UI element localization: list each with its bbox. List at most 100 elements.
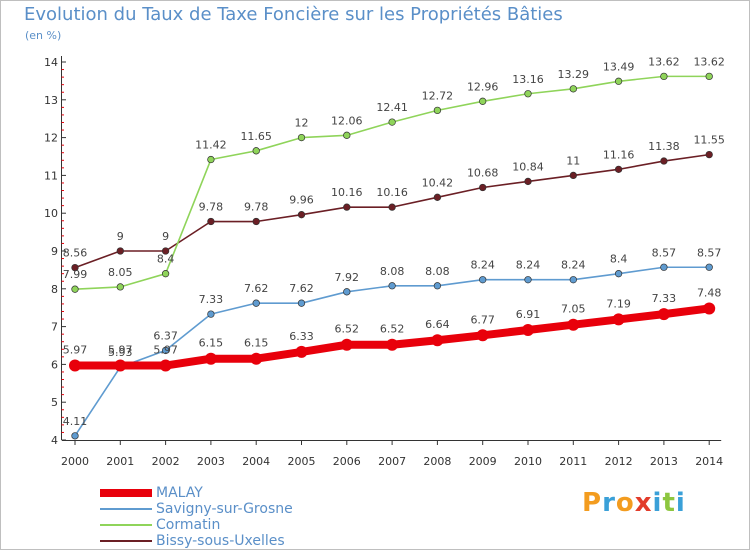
- y-tick-label: 7: [51, 321, 58, 334]
- data-label: 8.05: [108, 266, 133, 279]
- data-label: 8.08: [425, 265, 450, 278]
- y-tick-label: 12: [44, 132, 58, 145]
- x-tick-label: 2001: [106, 455, 134, 468]
- data-label: 10.68: [467, 166, 499, 179]
- x-tick-label: 2011: [559, 455, 587, 468]
- x-tick-label: 2013: [650, 455, 678, 468]
- x-tick-label: 2006: [333, 455, 361, 468]
- data-label: 9.78: [199, 201, 224, 214]
- data-point: [161, 270, 170, 278]
- legend-swatch: [100, 524, 152, 526]
- legend-item: Bissy-sous-Uxelles: [100, 533, 293, 549]
- data-point: [116, 247, 124, 255]
- data-point: [660, 263, 668, 271]
- data-label: 8.4: [610, 253, 628, 266]
- x-tick-label: 2010: [514, 455, 542, 468]
- data-point: [431, 334, 444, 347]
- data-point: [476, 329, 489, 342]
- data-point: [567, 318, 580, 331]
- x-tick-label: 2000: [61, 455, 89, 468]
- data-label: 9: [162, 230, 169, 243]
- data-label: 11.16: [603, 148, 635, 161]
- x-tick-label: 2012: [605, 455, 633, 468]
- unit-label: (en %): [25, 29, 62, 42]
- data-label: 7.99: [63, 268, 88, 281]
- data-label: 7.48: [697, 286, 722, 299]
- legend-swatch: [100, 540, 152, 542]
- data-label: 5.97: [63, 344, 88, 357]
- data-label: 6.52: [335, 323, 360, 336]
- x-tick-label: 2004: [242, 455, 270, 468]
- data-point: [522, 324, 534, 337]
- legend-label: Cormatin: [156, 517, 221, 533]
- x-tick-label: 2003: [197, 455, 225, 468]
- data-point: [159, 359, 172, 372]
- data-label: 6.91: [516, 308, 541, 321]
- x-tick-label: 2005: [288, 455, 316, 468]
- data-point: [207, 217, 215, 226]
- data-point: [297, 211, 306, 219]
- data-point: [71, 285, 79, 293]
- x-tick-label: 2007: [378, 455, 406, 468]
- data-point: [612, 313, 625, 326]
- y-tick-label: 13: [44, 94, 58, 107]
- data-point: [388, 282, 396, 290]
- data-label: 12: [295, 117, 309, 130]
- data-label: 4.11: [63, 415, 88, 428]
- data-label: 12.06: [331, 114, 363, 127]
- data-label: 10.84: [512, 160, 544, 173]
- data-point: [705, 150, 713, 159]
- data-label: 7.62: [289, 282, 314, 295]
- x-tick-label: 2008: [423, 455, 451, 468]
- legend-item: Savigny-sur-Grosne: [100, 501, 293, 517]
- data-point: [479, 97, 487, 105]
- data-label: 6.64: [425, 318, 450, 331]
- data-label: 5.97: [153, 344, 178, 357]
- x-tick-label: 2002: [152, 455, 180, 468]
- logo-letter: r: [602, 488, 616, 518]
- logo-letter: t: [662, 488, 676, 518]
- data-label: 11.55: [693, 134, 725, 147]
- data-point: [660, 72, 668, 81]
- data-point: [388, 118, 396, 126]
- logo-letter: i: [675, 488, 686, 518]
- data-label: 11: [566, 154, 580, 167]
- data-point: [252, 299, 260, 307]
- data-label: 8.24: [516, 259, 541, 272]
- data-label: 12.96: [467, 80, 499, 93]
- data-point: [614, 77, 623, 85]
- logo-letter: P: [582, 488, 603, 518]
- x-tick-label: 2009: [469, 455, 497, 468]
- data-label: 7.05: [561, 303, 586, 316]
- legend-label: MALAY: [156, 485, 203, 501]
- proxiti-logo: Proxiti: [582, 488, 686, 518]
- data-label: 8.4: [157, 253, 175, 266]
- data-point: [433, 282, 442, 290]
- data-label: 8.08: [380, 265, 405, 278]
- data-label: 7.19: [606, 297, 631, 310]
- data-point: [657, 308, 670, 321]
- data-label: 10.16: [376, 186, 408, 199]
- legend-label: Bissy-sous-Uxelles: [156, 533, 285, 549]
- data-label: 9: [117, 230, 124, 243]
- data-point: [252, 147, 260, 155]
- series-line-bissy-sous-uxelles: [74, 153, 711, 269]
- data-point: [207, 310, 215, 318]
- data-point: [660, 157, 668, 165]
- data-label: 13.62: [648, 55, 680, 68]
- data-label: 8.56: [63, 247, 88, 260]
- data-label: 13.16: [512, 73, 544, 86]
- data-point: [297, 133, 306, 142]
- y-tick-label: 4: [51, 434, 58, 447]
- data-point: [343, 288, 351, 296]
- legend-swatch: [100, 489, 152, 497]
- logo-letter: x: [634, 488, 653, 518]
- data-label: 11.38: [648, 140, 680, 153]
- data-point: [250, 352, 263, 365]
- data-point: [614, 270, 623, 278]
- data-point: [69, 359, 81, 372]
- data-point: [71, 263, 79, 272]
- data-label: 6.77: [470, 313, 495, 326]
